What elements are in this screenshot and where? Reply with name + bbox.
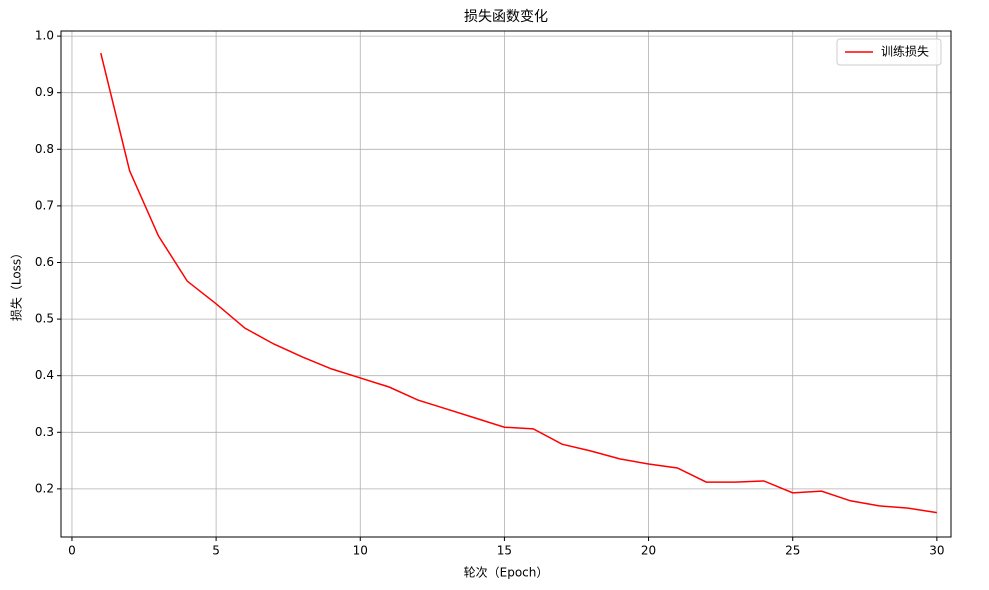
y-tick-label: 0.8 (35, 142, 54, 156)
x-tick-label: 30 (929, 544, 944, 558)
x-tick-label: 25 (785, 544, 800, 558)
y-tick-label: 0.6 (35, 255, 54, 269)
x-axis-label: 轮次（Epoch） (464, 566, 549, 580)
y-tick-label: 0.5 (35, 312, 54, 326)
legend: 训练损失 (836, 38, 942, 66)
y-tick-label: 1.0 (35, 29, 54, 43)
y-tick-label: 0.4 (35, 368, 54, 382)
legend-box (836, 38, 942, 66)
y-tick-label: 0.7 (35, 198, 54, 212)
x-tick-label: 0 (68, 544, 76, 558)
x-tick-label: 10 (353, 544, 368, 558)
y-tick-label: 0.9 (35, 85, 54, 99)
data-line (100, 52, 937, 514)
x-tick-label: 20 (641, 544, 656, 558)
x-tick-label: 15 (497, 544, 512, 558)
plot-frame (60, 30, 952, 538)
legend-label: 训练损失 (881, 44, 929, 59)
y-tick-label: 0.3 (35, 425, 54, 439)
chart-title: 损失函数变化 (464, 9, 548, 25)
x-tick-label: 5 (212, 544, 220, 558)
y-tick-label: 0.2 (35, 481, 54, 495)
y-axis-label: 损失（Loss） (9, 247, 24, 321)
